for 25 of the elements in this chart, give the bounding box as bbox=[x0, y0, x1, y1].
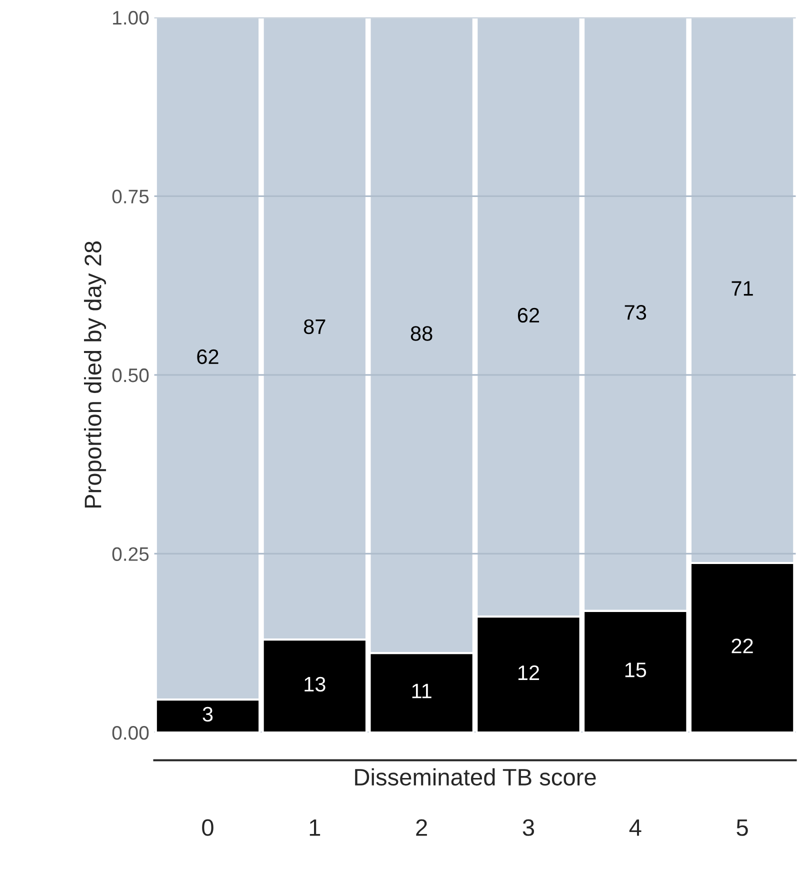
annotation: 62 bbox=[197, 349, 218, 364]
y-tick-label: 0.25 bbox=[112, 547, 149, 561]
x-tick-label: 1 bbox=[310, 819, 320, 836]
annotation: 62 bbox=[518, 308, 540, 323]
x-tick-label: 3 bbox=[522, 819, 534, 836]
x-tick-label: 2 bbox=[416, 819, 427, 836]
annotation: 13 bbox=[304, 676, 326, 692]
y-tick-label: 0.50 bbox=[112, 368, 149, 382]
annotation: 87 bbox=[304, 319, 326, 334]
annotation: 73 bbox=[624, 305, 646, 320]
annotation: 22 bbox=[732, 638, 753, 654]
x-tick-label: 4 bbox=[629, 819, 642, 836]
x-tick-label: 0 bbox=[202, 819, 214, 836]
annotation: 3 bbox=[202, 706, 213, 722]
annotation: 15 bbox=[625, 662, 646, 678]
x-axis-title: Disseminated TB score bbox=[355, 768, 596, 786]
annotation: 71 bbox=[732, 281, 753, 296]
x-tick-label: 5 bbox=[736, 819, 748, 836]
y-tick-label: 0.75 bbox=[112, 190, 149, 204]
annotation: 88 bbox=[410, 326, 432, 341]
annotation: 12 bbox=[518, 665, 540, 680]
y-tick-label: 0.00 bbox=[112, 726, 149, 740]
y-axis-title: Proportion died by day 28 bbox=[84, 241, 106, 508]
annotation: 11 bbox=[412, 684, 432, 698]
y-tick-label: 1.00 bbox=[113, 10, 149, 25]
